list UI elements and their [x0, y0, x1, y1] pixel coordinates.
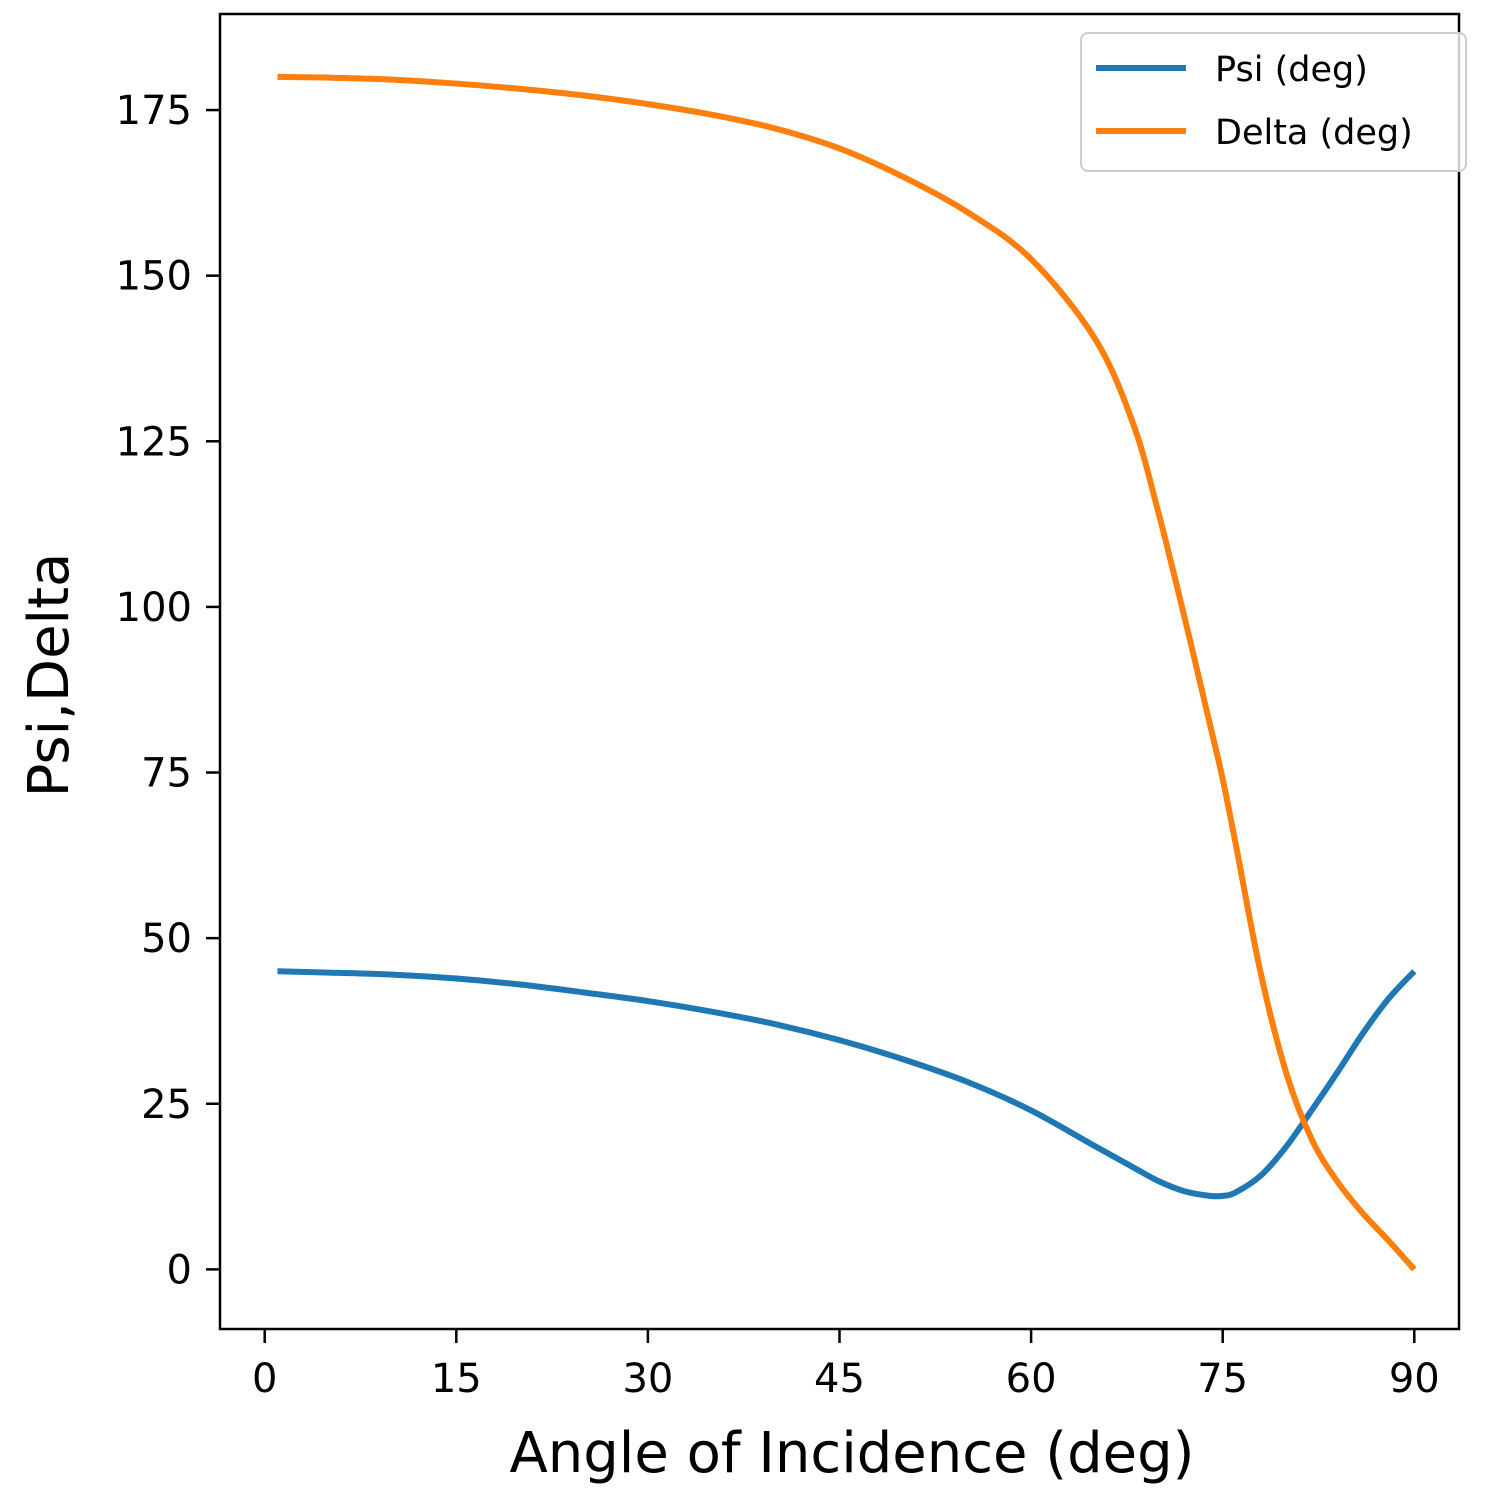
y-tick-label: 50 — [141, 916, 192, 962]
legend: Psi (deg) Delta (deg) — [1080, 32, 1467, 172]
y-axis-title: Psi,Delta — [17, 553, 82, 798]
x-axis-title: Angle of Incidence (deg) — [509, 1421, 1194, 1486]
y-tick-label: 175 — [116, 88, 192, 134]
x-tick-label: 90 — [1389, 1356, 1440, 1402]
y-tick-label: 75 — [141, 751, 192, 797]
x-tick-label: 15 — [431, 1356, 482, 1402]
x-tick-label: 45 — [814, 1356, 865, 1402]
series-layer — [277, 73, 1417, 1272]
y-tick-label: 150 — [116, 254, 192, 300]
plot-area — [220, 14, 1459, 1329]
y-tick-label: 125 — [116, 419, 192, 465]
y-tick-label: 0 — [167, 1247, 192, 1293]
x-tick-label: 0 — [252, 1356, 277, 1402]
legend-label-delta: Delta (deg) — [1215, 113, 1413, 153]
x-tick-label: 75 — [1197, 1356, 1248, 1402]
y-tick-label: 25 — [141, 1082, 192, 1128]
x-tick-label: 30 — [622, 1356, 673, 1402]
x-tick-label: 60 — [1006, 1356, 1057, 1402]
y-axis-ticks: 0 25 50 75 100 125 150 175 — [116, 88, 220, 1293]
y-tick-label: 100 — [116, 585, 192, 631]
x-axis-ticks: 0 15 30 45 60 75 90 — [252, 1329, 1440, 1402]
series-line-psi — [277, 968, 1417, 1200]
series-line-delta — [277, 73, 1417, 1272]
legend-label-psi: Psi (deg) — [1215, 50, 1368, 90]
